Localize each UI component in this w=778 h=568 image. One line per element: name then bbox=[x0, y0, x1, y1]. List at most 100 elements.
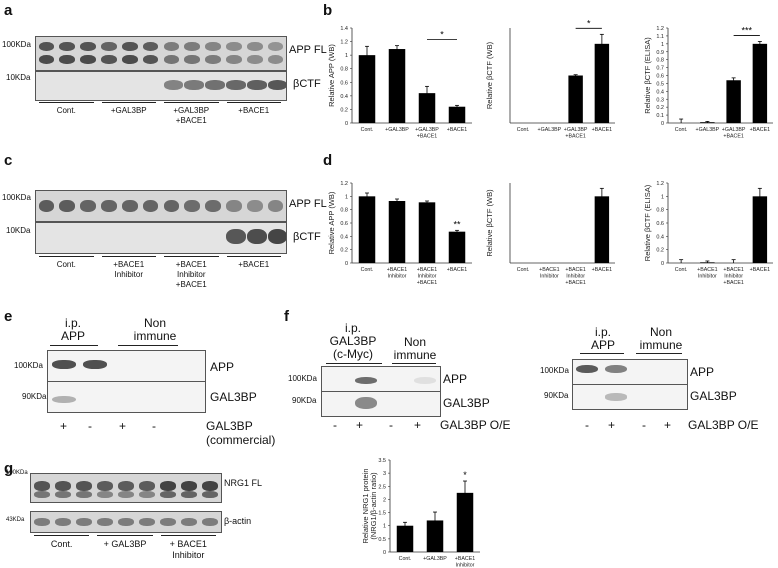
category-label: +GAL3BP bbox=[722, 127, 746, 133]
category-label: +BACE1 bbox=[750, 127, 771, 133]
blot-band bbox=[267, 55, 284, 65]
blot-app bbox=[572, 359, 688, 385]
y-tick-label: 0 bbox=[345, 261, 348, 267]
bar bbox=[388, 49, 406, 123]
mw-marker: 10KDa bbox=[6, 226, 31, 235]
blot-band bbox=[604, 364, 627, 374]
group-label: Cont. bbox=[56, 106, 76, 115]
blot-band bbox=[246, 229, 267, 244]
y-tick-label: 0.4 bbox=[340, 94, 348, 100]
blot-band bbox=[38, 55, 55, 65]
category-label: +BACE1 bbox=[750, 267, 771, 273]
significance-mark: * bbox=[463, 470, 467, 480]
category-label: Cont. bbox=[361, 267, 374, 273]
blot-band bbox=[267, 229, 286, 244]
blot-band bbox=[202, 518, 219, 526]
bar bbox=[358, 196, 376, 263]
sign: - bbox=[389, 418, 393, 432]
y-tick-label: 3.5 bbox=[378, 458, 386, 464]
y-tick-label: 2.5 bbox=[378, 484, 386, 490]
mw-marker: 100KDa bbox=[540, 366, 569, 375]
group-label: Cont. bbox=[56, 260, 76, 269]
sign: + bbox=[356, 418, 364, 432]
y-tick-label: 0.2 bbox=[656, 105, 664, 111]
blot-band bbox=[80, 55, 96, 65]
bar bbox=[752, 196, 768, 263]
category-label: +BACE1 bbox=[697, 267, 718, 273]
blot-app bbox=[321, 366, 441, 392]
blot-band bbox=[163, 41, 180, 52]
blot-band bbox=[181, 518, 198, 526]
group-underline bbox=[39, 102, 94, 103]
blot-band bbox=[117, 518, 134, 526]
panel-label-a: a bbox=[4, 2, 13, 19]
y-tick-label: 1 bbox=[661, 42, 664, 48]
blot-label: GAL3BP bbox=[443, 396, 490, 410]
bar bbox=[418, 202, 436, 263]
panel-label-d: d bbox=[323, 152, 333, 169]
group-underline bbox=[34, 535, 90, 536]
ip-target: APP bbox=[60, 329, 85, 343]
blot-band bbox=[205, 41, 221, 52]
non-immune-header: Non immune bbox=[393, 335, 437, 362]
category-label: Inhibitor bbox=[724, 274, 743, 280]
blot-band bbox=[226, 80, 246, 91]
blot-beta-actin bbox=[30, 511, 222, 533]
panel-label-b: b bbox=[323, 2, 333, 19]
non-immune-header: Non immune bbox=[133, 316, 177, 343]
blot-band bbox=[205, 200, 221, 212]
bar bbox=[448, 231, 466, 263]
blot-label: GAL3BP bbox=[690, 389, 737, 403]
blot-band bbox=[121, 41, 138, 52]
category-label: +BACE1 bbox=[417, 267, 438, 273]
blot-band bbox=[54, 490, 71, 498]
category-label: +GAL3BP bbox=[385, 127, 409, 133]
bar bbox=[396, 525, 414, 552]
y-tick-label: 1.1 bbox=[656, 34, 664, 40]
y-tick-label: 0 bbox=[661, 121, 664, 127]
ip-underline bbox=[50, 345, 98, 346]
blot-band bbox=[80, 200, 96, 212]
blot-bctf bbox=[35, 222, 287, 254]
blot-band bbox=[205, 80, 225, 91]
category-label: +GAL3BP bbox=[696, 127, 720, 133]
y-tick-label: 0.2 bbox=[340, 107, 348, 113]
category-label: +BACE1 bbox=[723, 280, 744, 286]
mw-marker: 100KDa bbox=[2, 40, 31, 49]
y-tick-label: 0.9 bbox=[656, 50, 664, 56]
blot-band bbox=[355, 376, 378, 384]
y-axis-label: Relative βCTF (ELISA) bbox=[643, 184, 652, 261]
bar bbox=[700, 122, 715, 123]
ip-underline bbox=[580, 353, 624, 354]
y-tick-label: 1 bbox=[661, 194, 664, 200]
blot-band bbox=[142, 55, 159, 65]
blot-band bbox=[267, 200, 284, 212]
mw-marker: 90KDa bbox=[22, 392, 47, 401]
group-underline bbox=[101, 102, 156, 103]
ip-header: i.p. APP bbox=[578, 326, 628, 352]
category-label: +BACE1 bbox=[417, 280, 438, 286]
blot-label: APP bbox=[443, 372, 468, 386]
y-tick-label: 0.8 bbox=[656, 208, 664, 214]
category-label: +BACE1 bbox=[387, 267, 408, 273]
blot-band bbox=[139, 481, 156, 491]
y-tick-label: 0 bbox=[383, 550, 386, 556]
category-label: +BACE1 bbox=[447, 267, 468, 273]
blot-band bbox=[226, 200, 242, 212]
sign: + bbox=[608, 418, 616, 432]
non-immune-header: Non immune bbox=[639, 325, 683, 352]
blot-band bbox=[202, 481, 219, 491]
blot-band bbox=[33, 490, 50, 498]
group-label: +GAL3BP bbox=[110, 106, 147, 115]
blot-band bbox=[414, 376, 437, 384]
y-tick-label: 1.5 bbox=[378, 511, 386, 517]
blot-band bbox=[117, 481, 134, 491]
category-label: Cont. bbox=[399, 556, 412, 562]
ip-target: GAL3BP (c-Myc) bbox=[329, 334, 377, 361]
y-tick-label: 1 bbox=[383, 524, 386, 530]
y-tick-label: 1.2 bbox=[340, 40, 348, 46]
blot-band bbox=[54, 518, 71, 526]
blot-label: GAL3BP bbox=[210, 390, 257, 404]
y-axis-label: (NRG1/β-actin ratio) bbox=[369, 472, 378, 540]
blot-band bbox=[160, 490, 177, 498]
